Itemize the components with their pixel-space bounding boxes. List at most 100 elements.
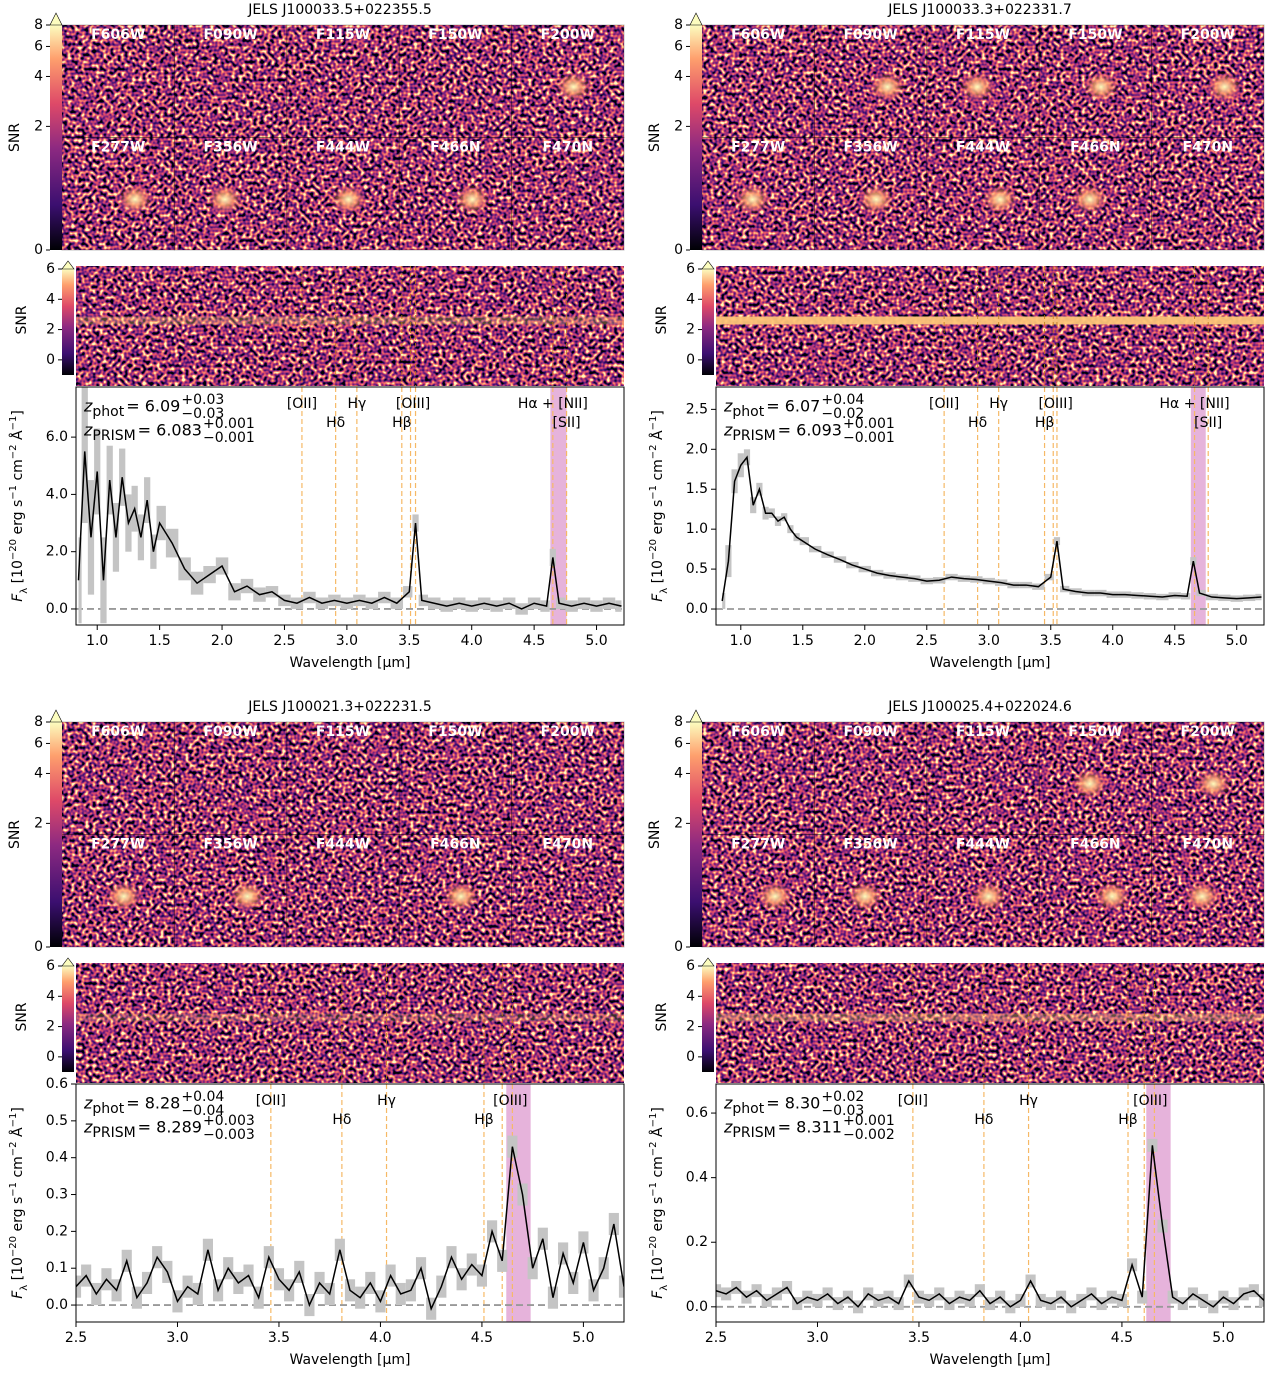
y-tick-label: 0.2 xyxy=(46,1223,68,1239)
y-axis-label-part: cm xyxy=(10,1156,26,1182)
panel-title: JELS J100033.5+022355.5 xyxy=(247,2,432,18)
filter-label: F200W xyxy=(541,27,595,43)
filter-label: F444W xyxy=(956,837,1010,853)
x-tick-label: 3.0 xyxy=(336,633,358,649)
y-axis-label-part: ] xyxy=(650,1107,666,1112)
line-label: [OII] xyxy=(929,396,959,412)
colorbar-tick-label: 2 xyxy=(686,322,695,338)
colorbar-extend xyxy=(689,12,703,26)
stamp-frame xyxy=(398,24,513,138)
panel-title: JELS J100033.3+022331.7 xyxy=(887,2,1072,18)
y-axis-label-part: −1 xyxy=(8,485,19,500)
filter-label: F470N xyxy=(1183,837,1234,853)
spectrum-line xyxy=(721,455,1262,602)
redshift-subscript: phot xyxy=(92,1101,124,1117)
colorbar-tick-label: 0 xyxy=(34,939,43,955)
filter-label: F444W xyxy=(316,140,370,156)
colorbar-extend xyxy=(689,709,703,723)
x-tick-label: 2.0 xyxy=(854,633,876,649)
y-axis-label: Fλ [10−20 erg s−1 cm−2 Å−1] xyxy=(8,410,30,602)
source-blob xyxy=(1083,71,1120,102)
y-axis-label-part: cm xyxy=(650,1156,666,1182)
filter-label: F356W xyxy=(203,140,257,156)
stamp-image xyxy=(62,722,624,947)
redshift-value: = 6.09 xyxy=(126,397,180,416)
filter-label: F150W xyxy=(1068,724,1122,740)
error-band xyxy=(1044,573,1054,581)
stamp-frame xyxy=(813,137,928,251)
x-axis-label: Wavelength [μm] xyxy=(290,655,411,671)
x-tick-label: 4.0 xyxy=(1102,633,1124,649)
axis-label: SNR xyxy=(14,1002,30,1031)
colorbar-tick-label: 8 xyxy=(674,17,683,33)
stamp-colorbar xyxy=(690,722,702,947)
colorbar-tick-label: 2 xyxy=(46,1019,55,1035)
line-label: Hγ xyxy=(377,1093,396,1109)
y-axis-label-part: −1 xyxy=(8,416,19,431)
y-axis-label-part: −20 xyxy=(648,539,659,560)
y-axis-label-part: λ xyxy=(659,1285,670,1291)
redshift-lower-error: −0.03 xyxy=(181,406,224,422)
y-axis-label-part: F xyxy=(650,1290,666,1299)
filter-label: F150W xyxy=(428,724,482,740)
y-tick-label: 0.4 xyxy=(686,1170,708,1186)
y-axis-label-part: ] xyxy=(650,410,666,415)
y-axis-label-part: λ xyxy=(19,588,30,594)
source-blob xyxy=(555,71,592,102)
x-axis-label: Wavelength [μm] xyxy=(290,1352,411,1368)
y-axis-label-part: [10 xyxy=(650,1257,666,1285)
y-axis-label-part: F xyxy=(650,593,666,602)
spectrum-2d xyxy=(716,266,1264,386)
source-blob xyxy=(757,881,794,912)
y-axis-label-part: [10 xyxy=(10,560,26,588)
y-axis-label-part: erg s xyxy=(10,500,26,539)
y-tick-label: 0.1 xyxy=(46,1260,68,1276)
filter-label: F150W xyxy=(428,27,482,43)
error-band xyxy=(156,505,166,541)
colorbar-tick-label: 4 xyxy=(674,765,683,781)
trace-stripe xyxy=(716,316,1264,325)
filter-label: F356W xyxy=(203,837,257,853)
y-axis-label-part: Å xyxy=(9,1127,26,1141)
y-axis-label-part: Å xyxy=(649,1127,666,1141)
x-axis-label: Wavelength [μm] xyxy=(930,655,1051,671)
redshift-subscript: PRISM xyxy=(732,1125,775,1141)
panel-title: JELS J100021.3+022231.5 xyxy=(247,699,432,715)
axis-label: SNR xyxy=(14,305,30,334)
x-tick-label: 4.0 xyxy=(1009,1330,1031,1346)
y-axis-label-part: −2 xyxy=(648,444,659,459)
source-blob xyxy=(1195,768,1232,799)
y-axis-label-part: −1 xyxy=(8,1182,19,1197)
x-tick-label: 3.0 xyxy=(166,1330,188,1346)
filter-label: F444W xyxy=(316,837,370,853)
stamp-colorbar xyxy=(50,25,62,250)
stamp-frame xyxy=(1038,137,1153,251)
trace-stripe xyxy=(76,316,624,325)
x-tick-label: 4.5 xyxy=(523,633,545,649)
line-label: Hα + [NII] xyxy=(518,396,588,412)
line-label: Hγ xyxy=(347,396,366,412)
redshift-lower-error: −0.04 xyxy=(181,1103,224,1119)
redshift-upper-error: +0.001 xyxy=(843,1113,895,1129)
colorbar-tick-label: 6 xyxy=(686,261,695,277)
x-tick-label: 3.0 xyxy=(978,633,1000,649)
stamp-frame xyxy=(1151,834,1265,948)
colorbar-extend xyxy=(49,12,63,26)
stamp-frame xyxy=(511,137,625,251)
y-tick-label: 0.6 xyxy=(46,1076,68,1092)
redshift-subscript: phot xyxy=(732,404,764,420)
plot-frame xyxy=(75,386,625,626)
spectrum-2d xyxy=(76,963,624,1083)
redshift-upper-error: +0.02 xyxy=(821,1089,864,1105)
spectrum-2d-colorbar xyxy=(62,269,74,375)
y-axis-label-part: −1 xyxy=(648,485,659,500)
spectrum-line xyxy=(77,451,622,610)
filter-label: F200W xyxy=(1181,27,1235,43)
redshift-upper-error: +0.04 xyxy=(821,392,864,408)
axis-label: SNR xyxy=(654,305,670,334)
line-label: Hδ xyxy=(974,1112,993,1128)
colorbar-tick-label: 6 xyxy=(34,735,43,751)
filter-label: F470N xyxy=(543,140,594,156)
error-band xyxy=(1258,1293,1264,1307)
colorbar-tick-label: 2 xyxy=(34,118,43,134)
